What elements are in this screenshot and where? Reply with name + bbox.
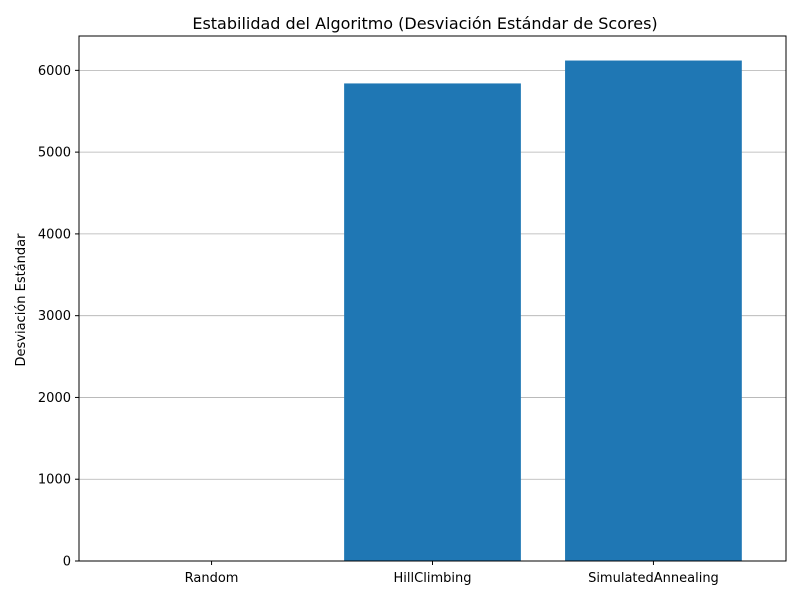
x-axis-ticks: Random HillClimbing SimulatedAnnealing	[185, 561, 719, 586]
chart-title: Estabilidad del Algoritmo (Desviación Es…	[192, 14, 657, 33]
bar-hillclimbing	[344, 83, 521, 562]
x-tick-label: HillClimbing	[394, 571, 472, 586]
bars	[344, 60, 742, 562]
y-tick-label: 6000	[38, 64, 71, 79]
x-tick-label: SimulatedAnnealing	[588, 571, 719, 586]
y-tick-label: 5000	[38, 146, 71, 161]
y-axis-label: Desviación Estándar	[14, 233, 29, 367]
y-tick-label: 2000	[38, 391, 71, 406]
bar-simulatedannealing	[565, 60, 742, 561]
y-tick-label: 4000	[38, 227, 71, 242]
y-tick-label: 0	[63, 555, 71, 570]
y-axis-ticks: 0 1000 2000 3000 4000 5000 6000	[38, 64, 79, 570]
x-tick-label: Random	[185, 571, 239, 586]
y-tick-label: 3000	[38, 309, 71, 324]
y-tick-label: 1000	[38, 473, 71, 488]
